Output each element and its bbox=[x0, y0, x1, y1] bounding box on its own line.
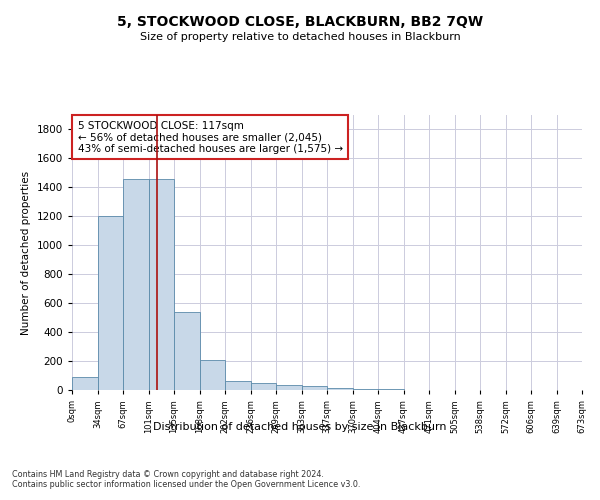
Text: Distribution of detached houses by size in Blackburn: Distribution of detached houses by size … bbox=[153, 422, 447, 432]
Bar bbox=[97, 216, 123, 390]
Bar bbox=[327, 388, 353, 390]
Text: Contains HM Land Registry data © Crown copyright and database right 2024.
Contai: Contains HM Land Registry data © Crown c… bbox=[12, 470, 361, 490]
Bar bbox=[72, 377, 97, 390]
Text: 5, STOCKWOOD CLOSE, BLACKBURN, BB2 7QW: 5, STOCKWOOD CLOSE, BLACKBURN, BB2 7QW bbox=[117, 15, 483, 29]
Y-axis label: Number of detached properties: Number of detached properties bbox=[21, 170, 31, 334]
Bar bbox=[276, 385, 302, 390]
Bar bbox=[251, 384, 276, 390]
Bar bbox=[353, 388, 378, 390]
Bar bbox=[123, 178, 149, 390]
Bar bbox=[225, 380, 251, 390]
Bar bbox=[149, 178, 174, 390]
Bar bbox=[174, 312, 199, 390]
Text: Size of property relative to detached houses in Blackburn: Size of property relative to detached ho… bbox=[140, 32, 460, 42]
Text: 5 STOCKWOOD CLOSE: 117sqm
← 56% of detached houses are smaller (2,045)
43% of se: 5 STOCKWOOD CLOSE: 117sqm ← 56% of detac… bbox=[77, 120, 343, 154]
Bar bbox=[378, 388, 404, 390]
Bar bbox=[302, 386, 327, 390]
Bar bbox=[199, 360, 225, 390]
